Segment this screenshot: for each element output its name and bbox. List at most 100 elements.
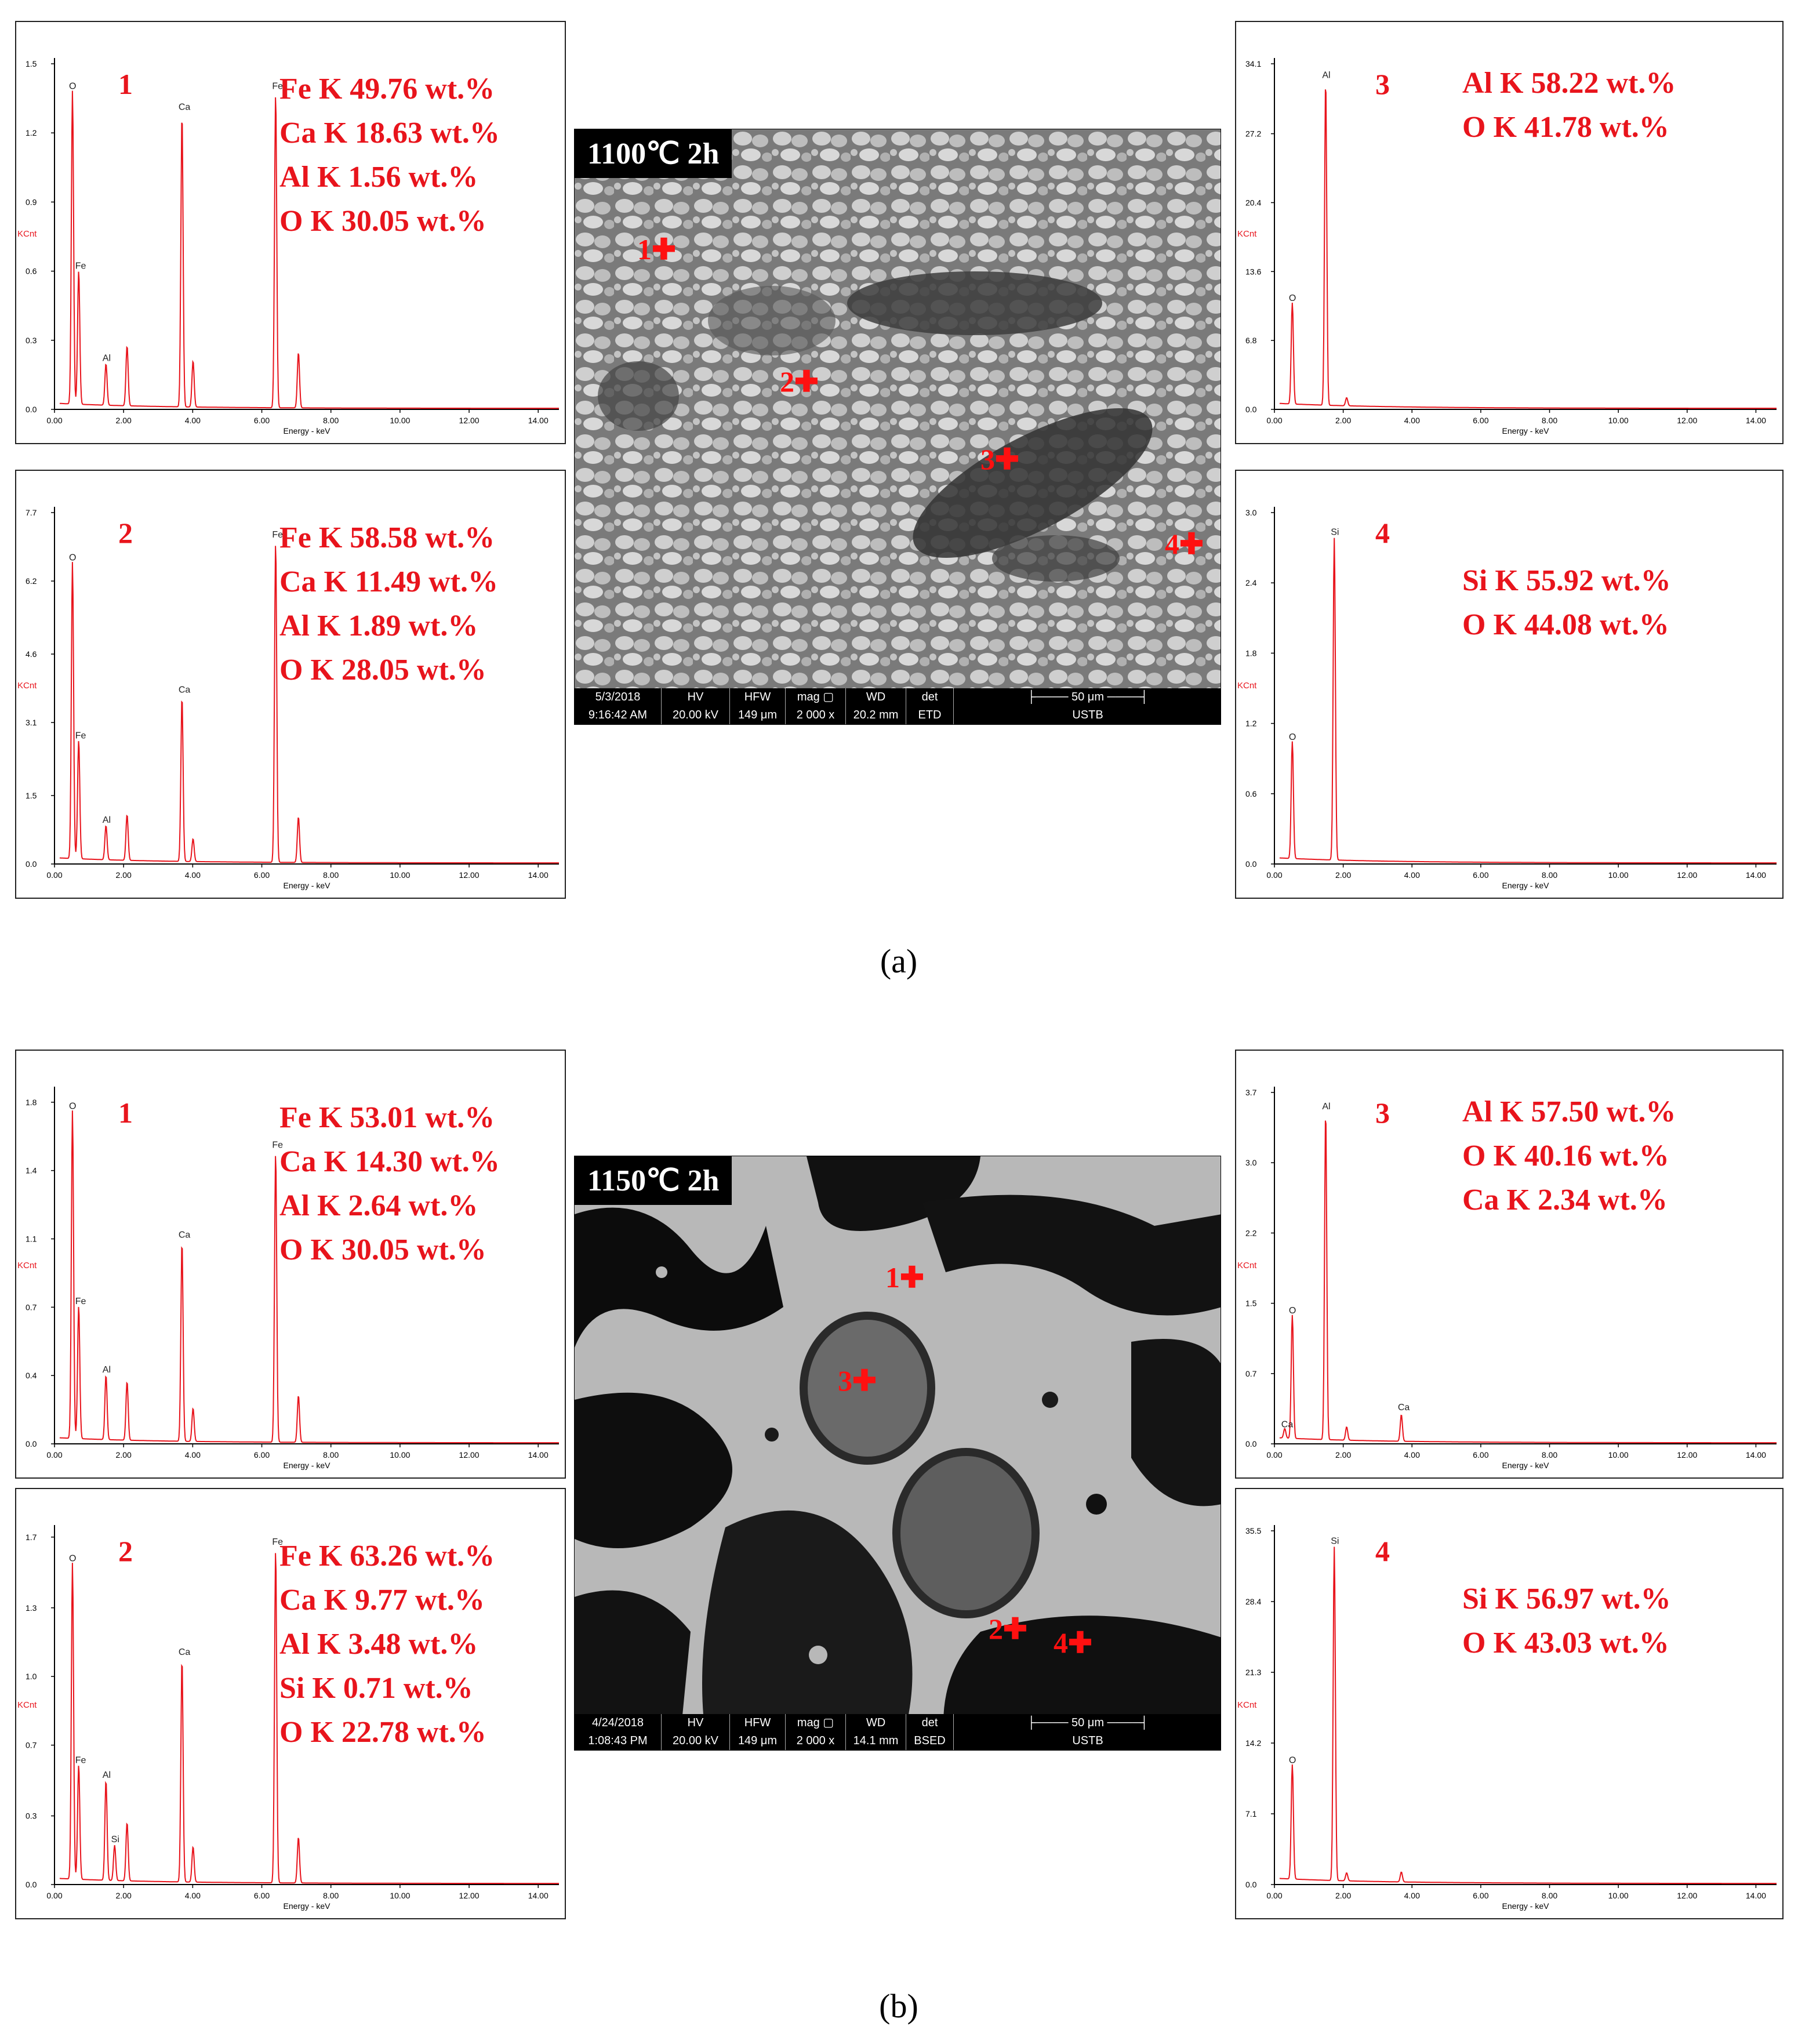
- peak-label-o: O: [1289, 1306, 1296, 1316]
- point-number: 2: [118, 1535, 133, 1567]
- x-tick-label: 2.00: [116, 1450, 132, 1460]
- y-tick-label: 2.4: [1245, 578, 1257, 587]
- x-tick-label: 4.00: [185, 416, 201, 425]
- sem-mag-label-a: mag ▢: [797, 691, 834, 703]
- x-axis-label: Energy - keV: [1502, 1461, 1550, 1470]
- sem-marker-b-3: 3✚: [838, 1364, 877, 1397]
- sem-wd-label-a: WD: [866, 691, 886, 703]
- x-axis-label: Energy - keV: [1502, 881, 1550, 890]
- sem-org-a: USTB: [1072, 709, 1103, 721]
- x-tick-label: 12.00: [459, 1891, 480, 1900]
- sem-det-a: ETD: [918, 709, 942, 721]
- x-tick-label: 0.00: [1266, 1450, 1282, 1460]
- y-tick-label: 1.8: [1245, 648, 1257, 658]
- x-tick-label: 14.00: [528, 1450, 549, 1460]
- peak-label-si: Si: [111, 1835, 119, 1845]
- x-tick-label: 12.00: [1677, 1450, 1697, 1460]
- point-number: 1: [118, 68, 133, 100]
- peak-label-o: O: [1289, 732, 1296, 742]
- y-tick-label: 0.0: [1245, 1439, 1257, 1448]
- x-tick-label: 4.00: [185, 1891, 201, 1900]
- composition-line: Ca K 9.77 wt.%: [279, 1584, 485, 1617]
- x-tick-label: 6.00: [1473, 870, 1488, 880]
- spectrum-line: [1279, 1546, 1777, 1885]
- spectrum-panel-b4: 0.0 7.1 14.2 21.3 28.4 35.5 0.00 2.00 4.00 6.00 8.…: [1235, 1488, 1784, 1919]
- sem-hv-label-b: HV: [687, 1716, 704, 1729]
- x-tick-label: 0.00: [46, 1450, 62, 1460]
- x-tick-label: 0.00: [46, 870, 62, 880]
- sem-date-b: 4/24/2018: [592, 1716, 644, 1729]
- y-tick-label: 0.7: [26, 1302, 37, 1312]
- spectrum-chart-a2: 0.0 1.5 3.1 4.6 6.2 7.7 0.00 2.00 4.00 6.00 8.00 10…: [17, 507, 559, 890]
- y-axis-label: KCnt: [17, 229, 37, 239]
- x-axis-label: Energy - keV: [284, 1461, 331, 1470]
- spectrum-line: [1279, 538, 1777, 864]
- sem-det-b: BSED: [914, 1734, 946, 1747]
- y-axis-label: KCnt: [1237, 229, 1257, 239]
- sem-texture-b: [575, 1156, 1221, 1750]
- y-tick-label: 1.2: [26, 128, 37, 137]
- x-tick-label: 12.00: [459, 870, 480, 880]
- x-tick-label: 0.00: [1266, 1891, 1282, 1900]
- spectrum-line: [1279, 89, 1777, 409]
- y-tick-label: 0.0: [1245, 405, 1257, 414]
- caption-a: (a): [880, 942, 918, 980]
- x-tick-label: 14.00: [528, 1891, 549, 1900]
- spectrum-chart-a3: 0.0 6.8 13.6 20.4 27.2 34.1 0.00 2.00 4.00 6.00 8.…: [1237, 58, 1777, 435]
- y-tick-label: 7.1: [1245, 1809, 1257, 1818]
- x-tick-label: 2.00: [1335, 1891, 1351, 1900]
- y-tick-label: 3.1: [26, 718, 37, 727]
- peak-label-ca: Ca: [179, 102, 191, 112]
- x-tick-label: 14.00: [1746, 870, 1766, 880]
- spectrum-line: [59, 1553, 559, 1885]
- peak-label-ca: Ca: [179, 685, 191, 695]
- x-tick-label: 4.00: [185, 1450, 201, 1460]
- y-tick-label: 4.6: [26, 649, 37, 659]
- sem-marker-a-2: 2✚: [780, 365, 819, 398]
- y-tick-label: 28.4: [1245, 1597, 1261, 1606]
- y-tick-label: 7.7: [26, 508, 37, 517]
- sem-marker-b-2: 2✚: [989, 1613, 1027, 1645]
- y-tick-label: 0.6: [1245, 789, 1257, 798]
- x-tick-label: 4.00: [1404, 1450, 1420, 1460]
- x-tick-label: 12.00: [459, 1450, 480, 1460]
- y-tick-label: 0.3: [26, 336, 37, 345]
- composition-line: Ca K 11.49 wt.%: [279, 565, 498, 598]
- sem-hfw-b: 149 μm: [738, 1734, 778, 1747]
- spectrum-chart-a4: 0.0 0.6 1.2 1.8 2.4 3.0 0.00 2.00 4.00 6.00 8.00 10…: [1237, 507, 1777, 890]
- composition-line: Si K 55.92 wt.%: [1462, 564, 1671, 597]
- y-tick-label: 0.9: [26, 197, 37, 206]
- peak-label-o: O: [69, 82, 76, 92]
- peak-label-al: Al: [103, 815, 111, 825]
- sem-hv-label-a: HV: [687, 691, 704, 703]
- sem-wd-b: 14.1 mm: [853, 1734, 899, 1747]
- composition-line: Si K 0.71 wt.%: [279, 1672, 473, 1705]
- y-tick-label: 35.5: [1245, 1526, 1261, 1535]
- y-tick-label: 1.0: [26, 1672, 37, 1681]
- y-tick-label: 6.8: [1245, 336, 1257, 345]
- spectrum-panel-a3: 0.0 6.8 13.6 20.4 27.2 34.1 0.00 2.00 4.00 6.00 8.…: [1235, 21, 1784, 444]
- y-tick-label: 3.0: [1245, 508, 1257, 517]
- y-tick-label: 0.7: [1245, 1369, 1257, 1378]
- spectrum-panel-a4: 0.0 0.6 1.2 1.8 2.4 3.0 0.00 2.00 4.00 6.00 8.00 10…: [1235, 470, 1784, 899]
- x-tick-label: 14.00: [528, 416, 549, 425]
- composition-line: Fe K 49.76 wt.%: [279, 72, 495, 106]
- y-axis-label: KCnt: [1237, 1700, 1257, 1710]
- composition-line: O K 28.05 wt.%: [279, 654, 486, 687]
- x-tick-label: 10.00: [1608, 416, 1629, 425]
- x-tick-label: 12.00: [459, 416, 480, 425]
- x-tick-label: 4.00: [1404, 870, 1420, 880]
- y-tick-label: 6.2: [26, 576, 37, 586]
- x-tick-label: 10.00: [390, 416, 410, 425]
- x-tick-label: 8.00: [323, 1891, 339, 1900]
- peak-label-ca: Ca: [1281, 1420, 1294, 1430]
- peak-label-o: O: [69, 1554, 76, 1564]
- y-tick-label: 1.5: [26, 791, 37, 800]
- x-tick-label: 14.00: [1746, 1450, 1766, 1460]
- peak-label-al: Al: [1322, 1102, 1330, 1112]
- y-axis-label: KCnt: [17, 681, 37, 691]
- peak-label-al: Al: [1322, 71, 1330, 81]
- point-number: 4: [1375, 517, 1390, 549]
- x-tick-label: 8.00: [1542, 1891, 1557, 1900]
- caption-b: (b): [879, 1987, 918, 2025]
